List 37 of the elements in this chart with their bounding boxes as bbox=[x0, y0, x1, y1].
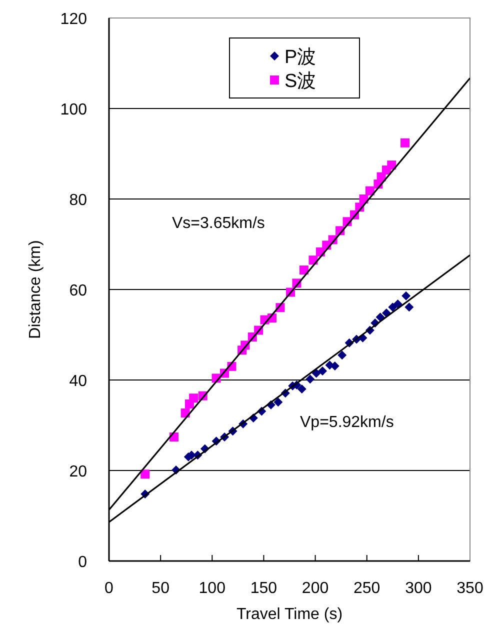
y-tick-label: 20 bbox=[69, 464, 88, 480]
x-tick-label: 350 bbox=[456, 580, 484, 597]
x-tick-label: 50 bbox=[152, 580, 170, 597]
y-axis-title: Distance (km) bbox=[27, 240, 44, 339]
x-tick-label: 100 bbox=[198, 580, 226, 597]
x-tick-label: 250 bbox=[354, 580, 380, 597]
x-tick-label: 150 bbox=[250, 580, 278, 597]
x-tick-label: 300 bbox=[405, 580, 432, 597]
point bbox=[140, 470, 150, 479]
point bbox=[318, 366, 328, 376]
point bbox=[338, 350, 347, 360]
point bbox=[297, 384, 306, 394]
annotation: Vp=5.92km/s bbox=[300, 414, 394, 431]
point bbox=[189, 394, 198, 403]
y-tick-label: 60 bbox=[69, 282, 88, 300]
point bbox=[400, 138, 410, 148]
y-tick-label: 0 bbox=[78, 554, 88, 571]
legend-label: S波 bbox=[284, 71, 316, 92]
point bbox=[306, 374, 315, 384]
annotation: Vs=3.65km/s bbox=[172, 215, 265, 232]
legend-label: P波 bbox=[284, 47, 316, 68]
point bbox=[376, 312, 385, 322]
point bbox=[274, 398, 283, 407]
y-tick-label: 100 bbox=[60, 102, 88, 118]
point bbox=[393, 299, 402, 308]
x-axis-title: Travel Time (s) bbox=[236, 606, 343, 623]
x-tick-label: 200 bbox=[302, 580, 329, 597]
y-tick-label: 120 bbox=[60, 11, 88, 28]
point bbox=[365, 186, 374, 196]
point bbox=[387, 160, 396, 170]
y-tick-label: 40 bbox=[69, 373, 88, 390]
point bbox=[402, 291, 411, 300]
x-tick-label: 0 bbox=[104, 580, 114, 597]
point bbox=[404, 302, 414, 312]
y-tick-label: 80 bbox=[69, 192, 88, 209]
point bbox=[299, 266, 308, 275]
point bbox=[388, 302, 398, 312]
